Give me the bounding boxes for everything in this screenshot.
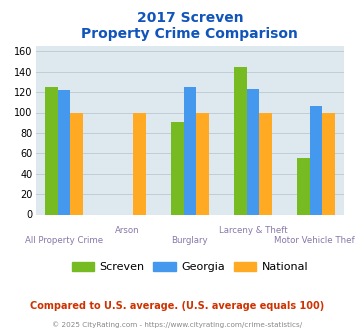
Text: Burglary: Burglary <box>171 236 208 246</box>
Legend: Screven, Georgia, National: Screven, Georgia, National <box>67 257 313 277</box>
Bar <box>70 113 83 214</box>
Text: All Property Crime: All Property Crime <box>25 236 103 246</box>
Bar <box>133 113 146 214</box>
Text: Larceny & Theft: Larceny & Theft <box>219 226 287 235</box>
Bar <box>184 87 196 214</box>
Bar <box>322 113 335 214</box>
Text: Motor Vehicle Theft: Motor Vehicle Theft <box>274 236 355 246</box>
Bar <box>297 158 310 215</box>
Bar <box>45 87 58 214</box>
Text: © 2025 CityRating.com - https://www.cityrating.com/crime-statistics/: © 2025 CityRating.com - https://www.city… <box>53 321 302 328</box>
Bar <box>310 106 322 214</box>
Bar <box>234 67 247 214</box>
Text: Compared to U.S. average. (U.S. average equals 100): Compared to U.S. average. (U.S. average … <box>31 301 324 311</box>
Bar <box>196 113 209 214</box>
Bar <box>259 113 272 214</box>
Bar <box>58 90 70 214</box>
Bar <box>247 89 259 214</box>
Bar <box>171 122 184 214</box>
Title: 2017 Screven
Property Crime Comparison: 2017 Screven Property Crime Comparison <box>82 11 298 41</box>
Text: Arson: Arson <box>115 226 139 235</box>
